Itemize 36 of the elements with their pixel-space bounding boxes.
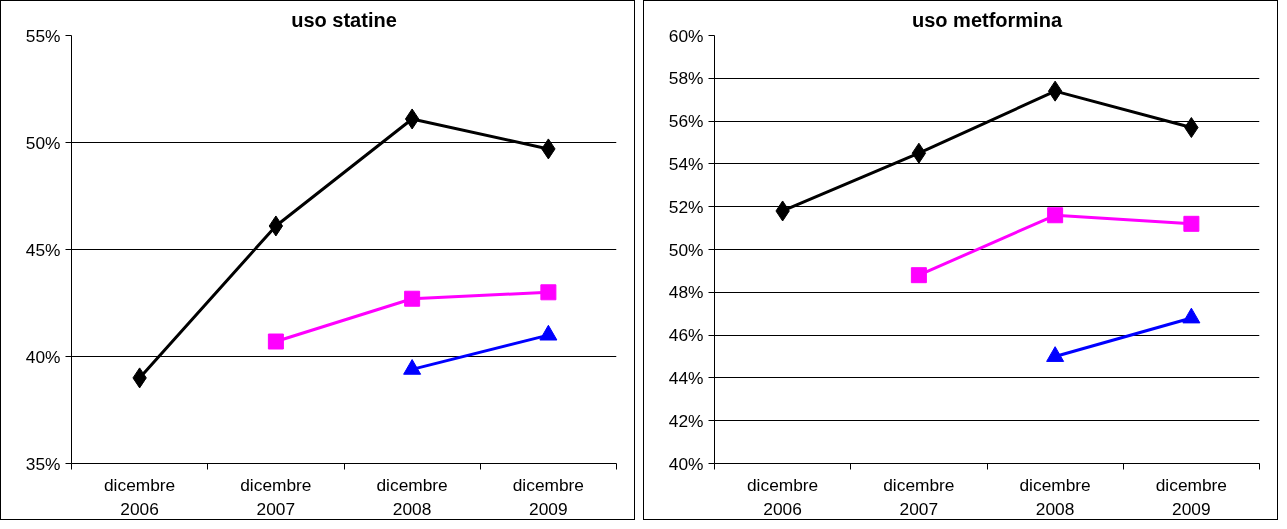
y-tick-label: 58% xyxy=(668,68,704,89)
x-tick-label: dicembre 2007 xyxy=(240,474,312,519)
y-tick-label: 40% xyxy=(668,453,704,474)
point xyxy=(911,142,927,164)
y-tick-label: 42% xyxy=(668,410,704,431)
x-tick-label: dicembre 2008 xyxy=(376,474,448,519)
y-tick-label: 46% xyxy=(668,325,704,346)
y-tick-label: 35% xyxy=(25,453,61,474)
x-tick-label: dicembre 2009 xyxy=(1155,474,1228,519)
x-tick-label: dicembre 2009 xyxy=(512,474,585,519)
x-tick-label: dicembre 2006 xyxy=(103,474,176,519)
y-tick-label: 55% xyxy=(25,25,61,46)
y-tick-label: 45% xyxy=(25,239,61,260)
x-tick-label: dicembre 2006 xyxy=(746,474,819,519)
point xyxy=(267,333,284,350)
chart-title: uso statine xyxy=(291,8,397,31)
point xyxy=(1047,80,1063,102)
y-tick-label: 44% xyxy=(668,367,704,388)
point xyxy=(540,284,557,301)
point xyxy=(1183,215,1200,232)
y-tick-label: 48% xyxy=(668,282,704,303)
point xyxy=(910,267,927,284)
chart-title: uso metformina xyxy=(911,8,1063,31)
point xyxy=(404,290,421,307)
y-tick-label: 56% xyxy=(668,111,704,132)
y-tick-label: 50% xyxy=(668,239,704,260)
x-tick-label: dicembre 2008 xyxy=(1019,474,1091,519)
y-tick-label: 40% xyxy=(25,346,61,367)
point xyxy=(404,108,420,130)
y-tick-label: 52% xyxy=(668,196,704,217)
y-tick-label: 60% xyxy=(668,25,704,46)
y-tick-label: 50% xyxy=(25,132,61,153)
y-tick-label: 54% xyxy=(668,153,704,174)
point xyxy=(1047,207,1064,224)
point xyxy=(268,215,284,237)
x-tick-label: dicembre 2007 xyxy=(883,474,955,519)
